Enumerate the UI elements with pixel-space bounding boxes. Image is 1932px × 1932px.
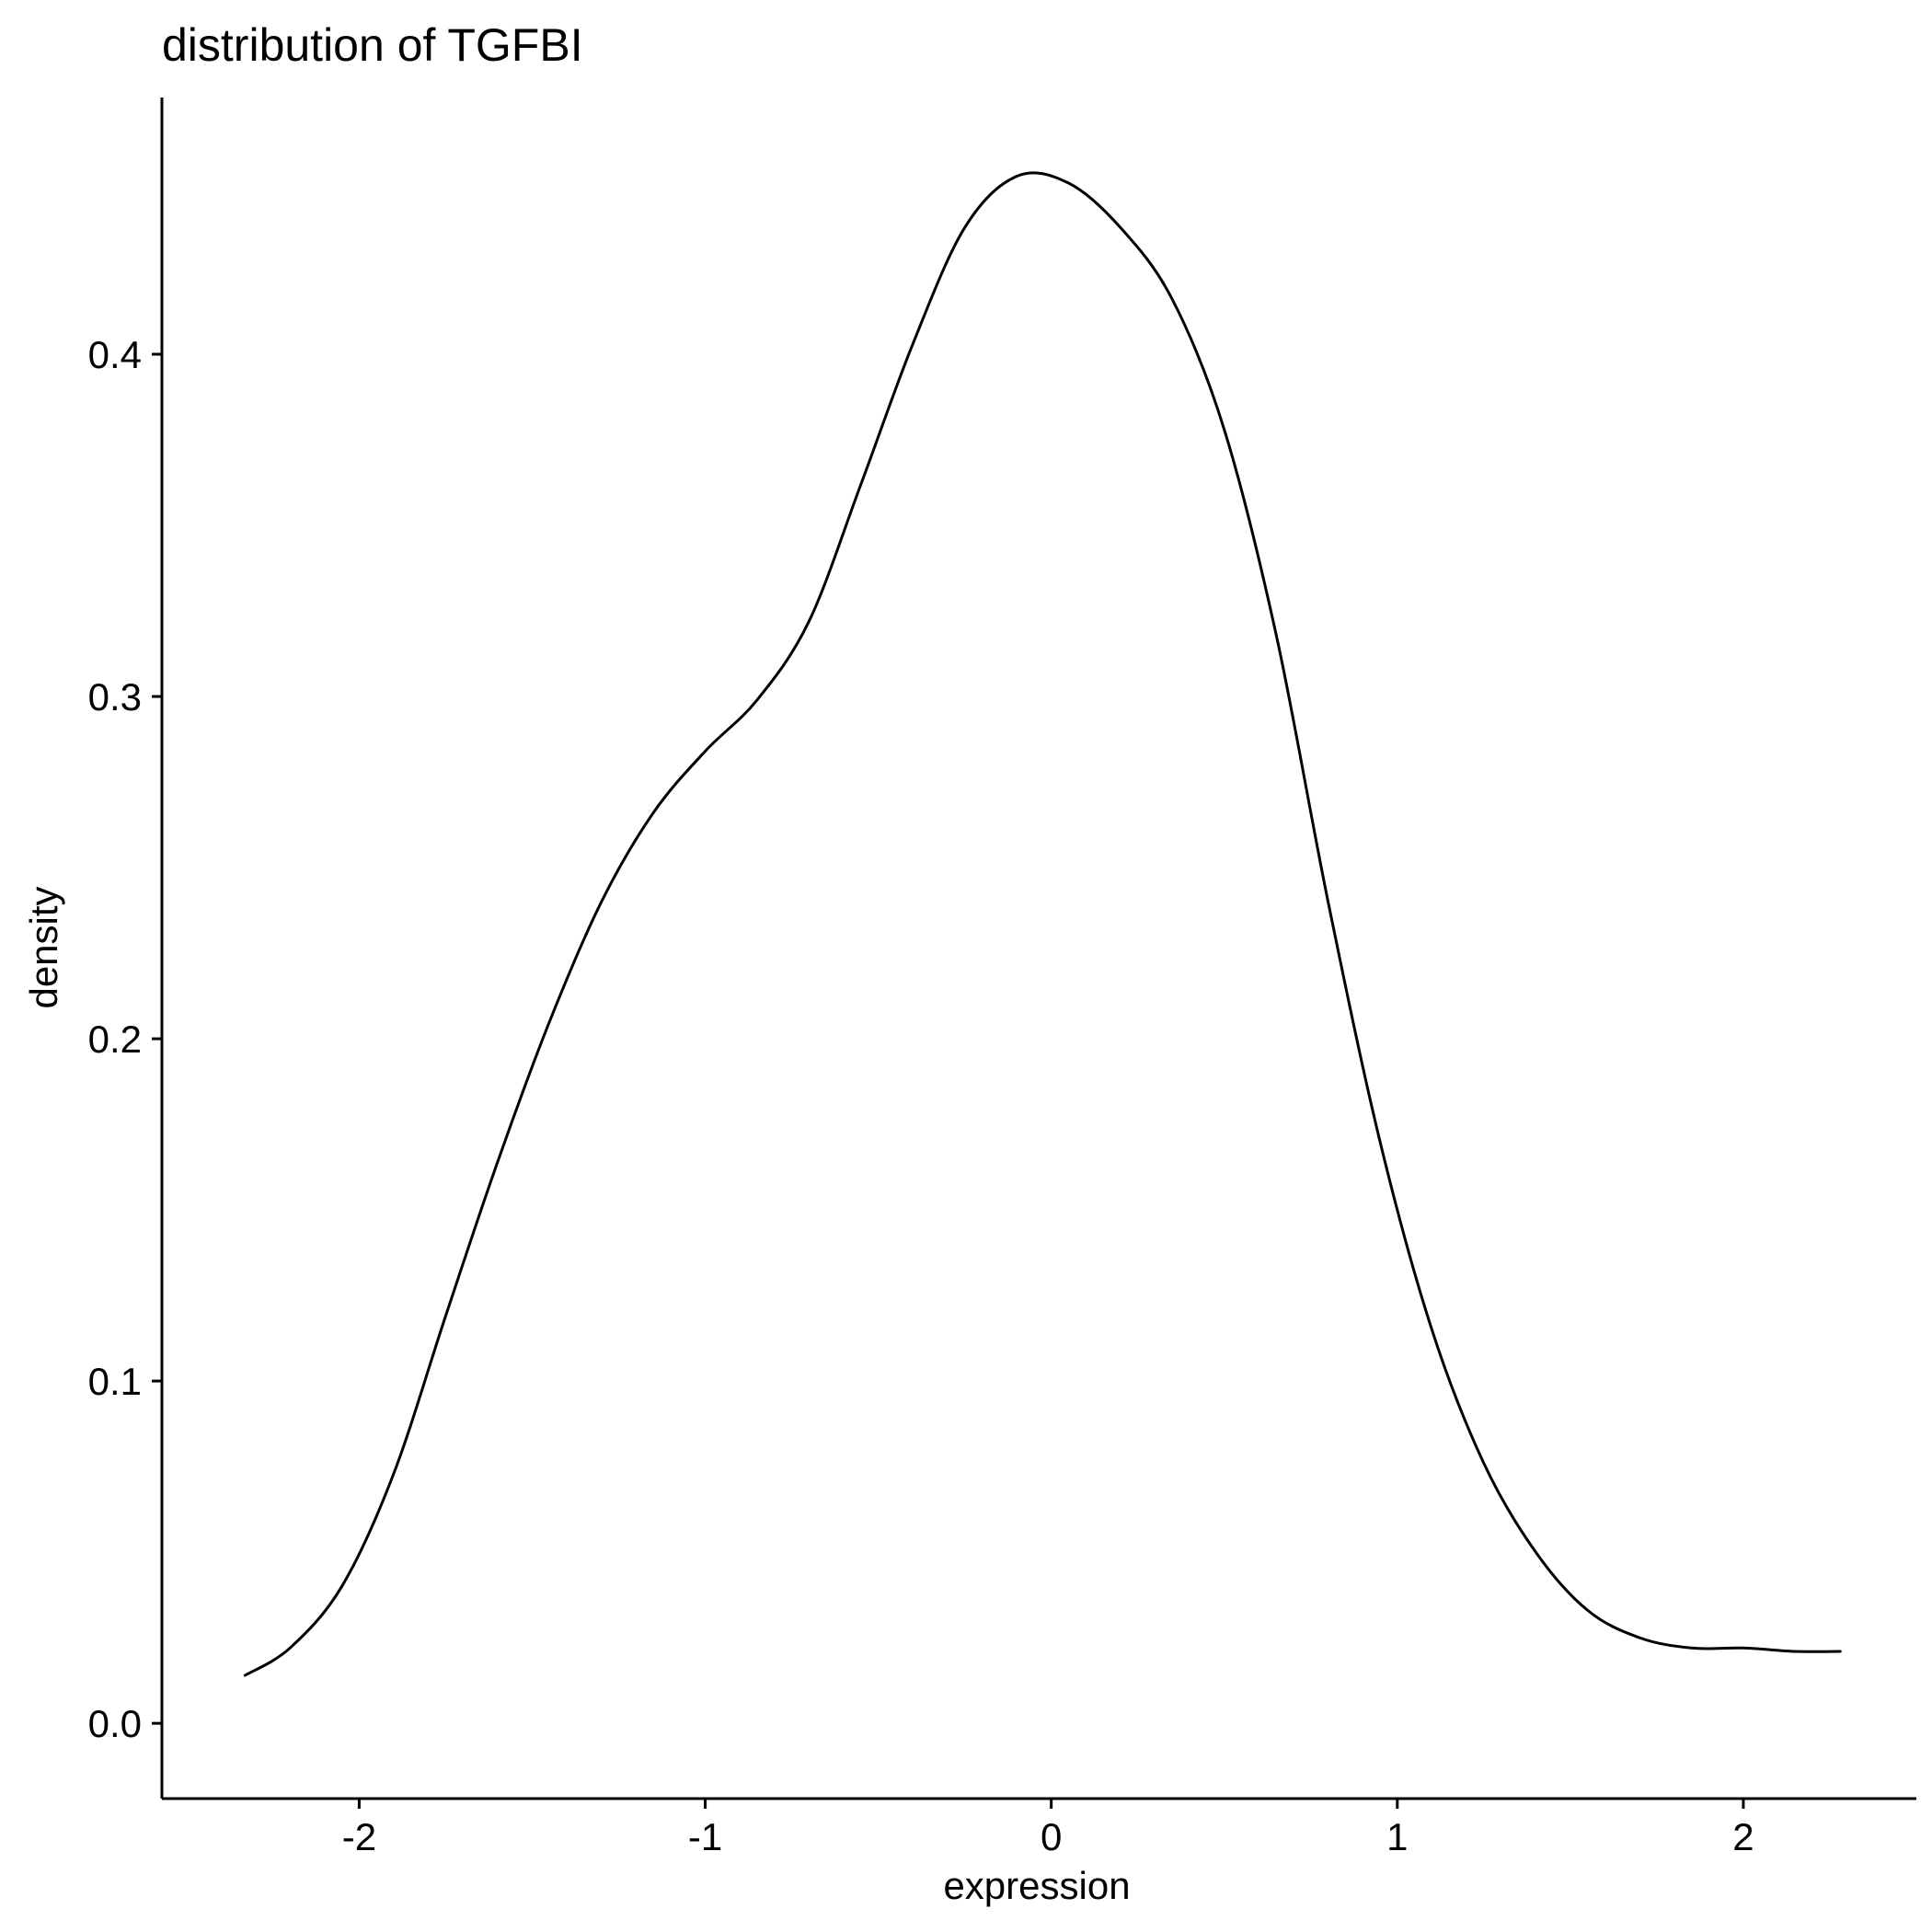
y-tick-label: 0.1 — [88, 1360, 142, 1403]
x-tick-label: 2 — [1732, 1815, 1754, 1858]
x-axis-title: expression — [943, 1864, 1130, 1907]
y-axis: 0.0 0.1 0.2 0.3 0.4 — [88, 98, 164, 1799]
x-tick-label: -1 — [688, 1815, 722, 1858]
y-axis-title: density — [22, 886, 65, 1008]
y-tick-label: 0.4 — [88, 333, 142, 376]
y-tick-label: 0.2 — [88, 1018, 142, 1061]
x-axis: -2 -1 0 1 2 — [162, 1797, 1916, 1858]
y-tick-label: 0.3 — [88, 675, 142, 719]
density-line — [243, 171, 1842, 1677]
chart-title: distribution of TGFBI — [162, 19, 583, 71]
y-tick-label: 0.0 — [88, 1702, 142, 1745]
x-tick-label: 1 — [1386, 1815, 1408, 1858]
x-tick-label: -2 — [342, 1815, 376, 1858]
x-tick-label: 0 — [1041, 1815, 1062, 1858]
